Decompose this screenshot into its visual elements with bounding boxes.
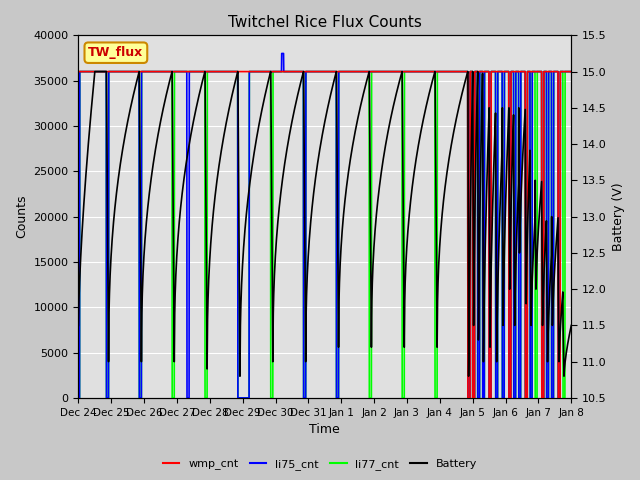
Title: Twitchel Rice Flux Counts: Twitchel Rice Flux Counts bbox=[228, 15, 422, 30]
Y-axis label: Counts: Counts bbox=[15, 195, 28, 239]
Y-axis label: Battery (V): Battery (V) bbox=[612, 182, 625, 251]
Legend: wmp_cnt, li75_cnt, li77_cnt, Battery: wmp_cnt, li75_cnt, li77_cnt, Battery bbox=[158, 455, 482, 474]
Text: TW_flux: TW_flux bbox=[88, 46, 143, 59]
X-axis label: Time: Time bbox=[310, 423, 340, 436]
